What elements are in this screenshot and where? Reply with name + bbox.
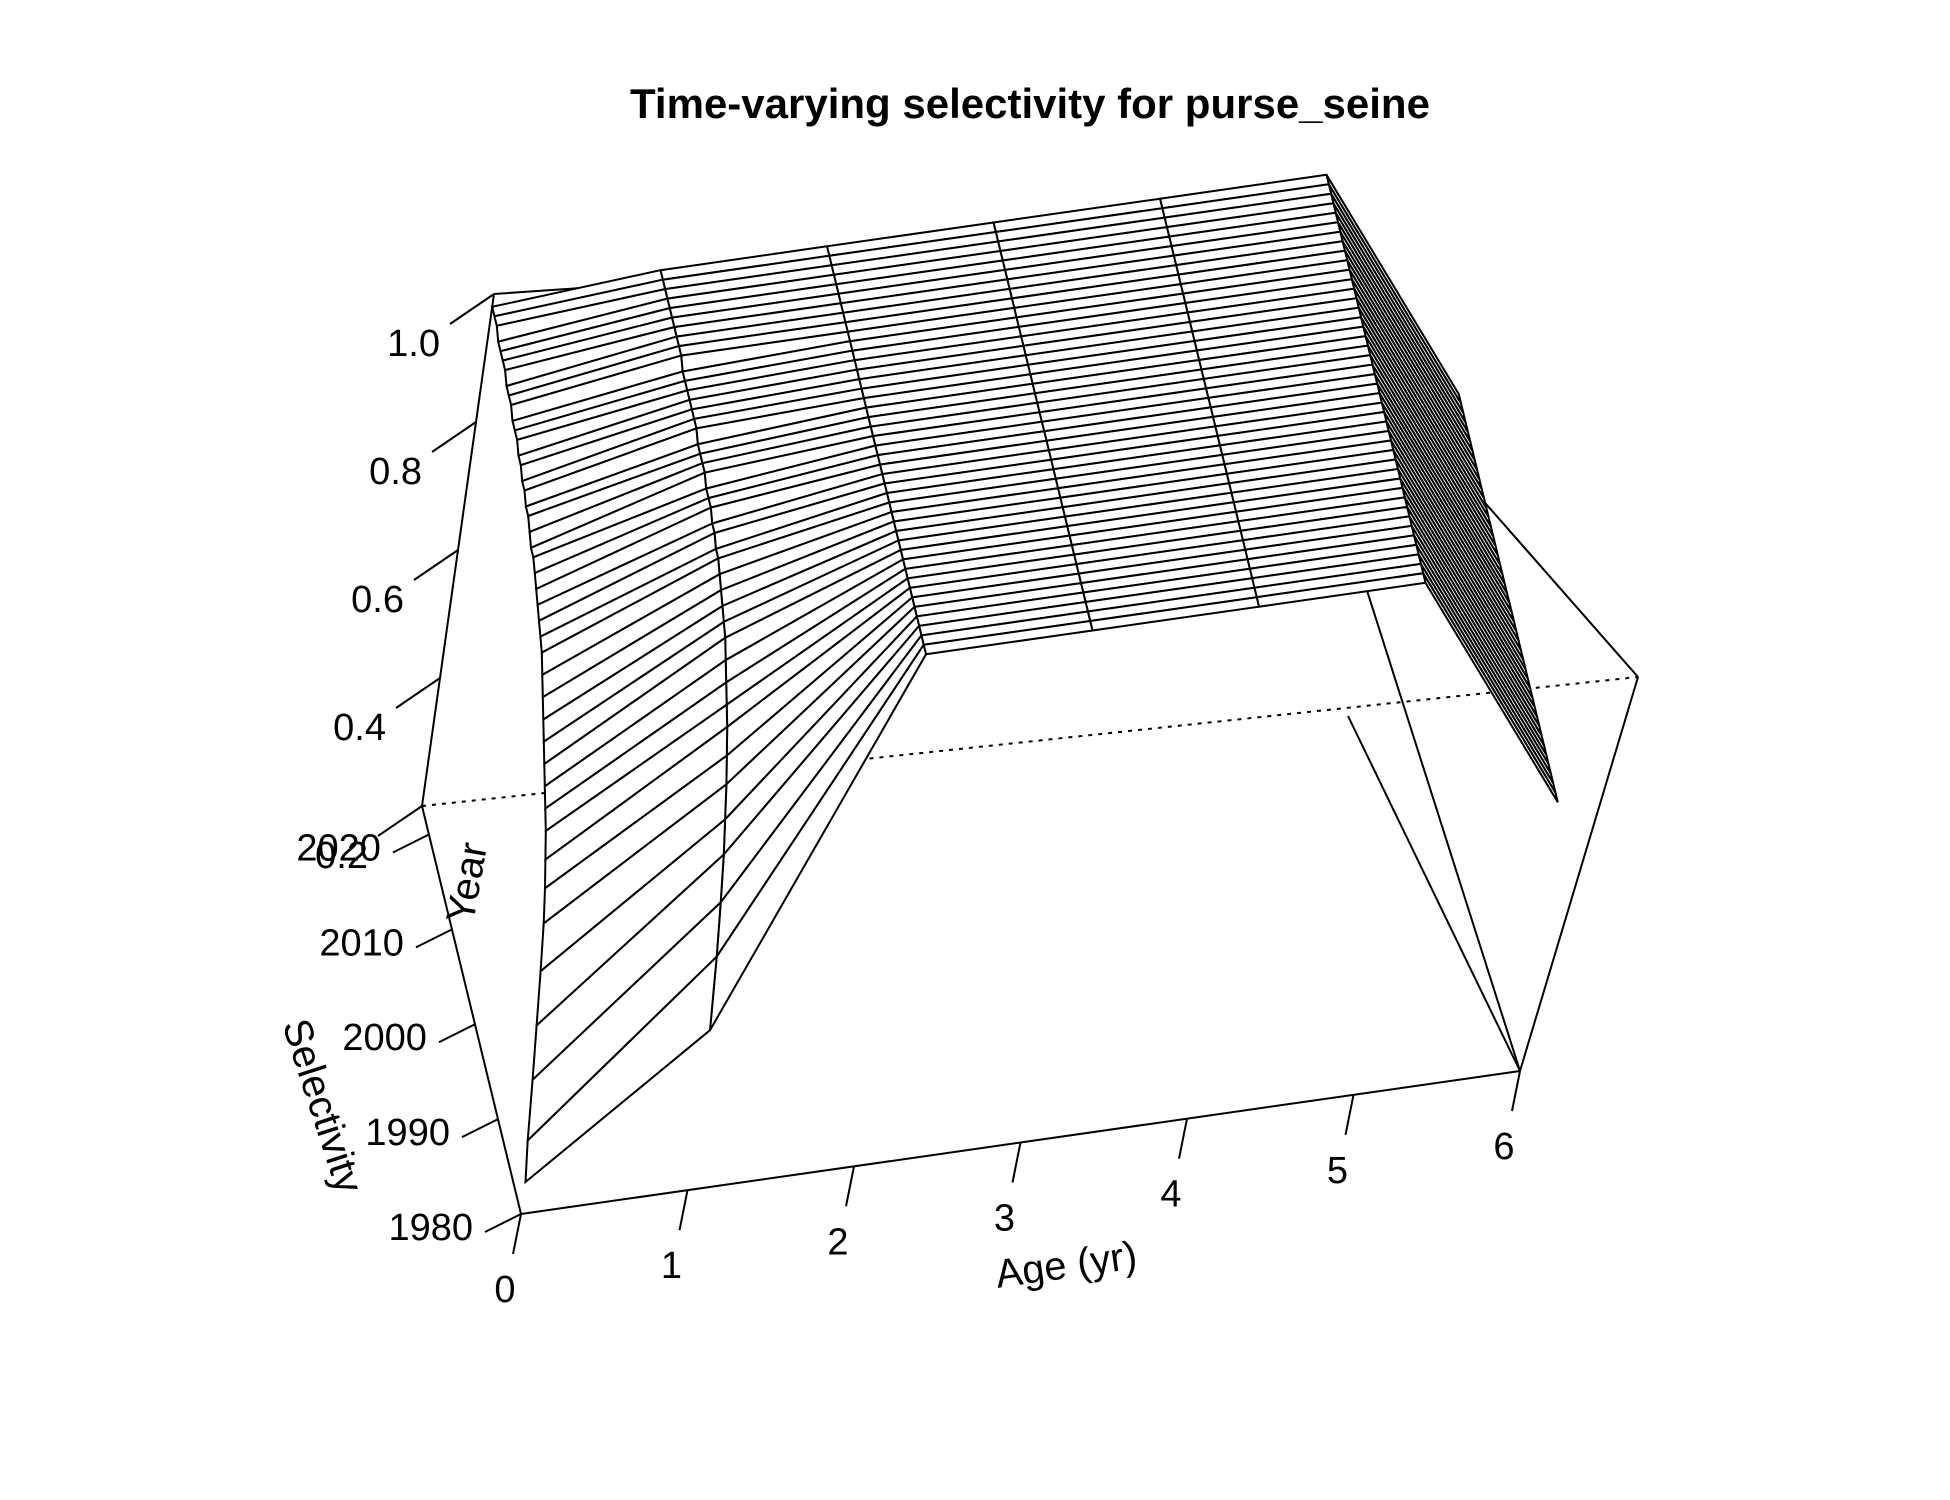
x-tick-label: 2 xyxy=(827,1221,848,1263)
chart-title: Time-varying selectivity for purse_seine xyxy=(630,80,1430,127)
x-tick xyxy=(1344,1094,1355,1136)
y-tick-label: 1990 xyxy=(365,1112,450,1154)
y-tick-label: 2000 xyxy=(342,1017,427,1059)
z-tick-label: 0.4 xyxy=(333,707,386,749)
z-tick xyxy=(431,421,477,453)
box-edge xyxy=(421,805,522,1215)
x-axis-title: Age (yr) xyxy=(993,1233,1140,1296)
x-tick-label: 1 xyxy=(661,1245,682,1287)
x-tick xyxy=(1178,1118,1188,1159)
x-tick-label: 4 xyxy=(1160,1174,1181,1216)
y-tick-label: 2010 xyxy=(319,922,404,964)
x-tick xyxy=(845,1166,855,1207)
z-tick xyxy=(449,293,495,325)
axis-ticks xyxy=(377,293,1521,1255)
z-tick-label: 0.8 xyxy=(369,451,422,493)
x-tick-label: 6 xyxy=(1493,1126,1514,1168)
z-tick xyxy=(395,677,441,709)
y-axis-title: Year xyxy=(439,839,496,926)
y-tick xyxy=(392,833,430,854)
x-tick xyxy=(1011,1142,1022,1183)
x-tick xyxy=(678,1189,689,1231)
selectivity-surface xyxy=(490,173,1559,1185)
z-tick-label: 1.0 xyxy=(387,323,440,365)
x-tick-label: 0 xyxy=(494,1269,515,1311)
x-tick-label: 3 xyxy=(994,1198,1015,1240)
x-tick-label: 5 xyxy=(1327,1150,1348,1192)
z-tick-label: 0.6 xyxy=(351,579,404,621)
z-tick xyxy=(413,549,459,581)
z-tick-label: 0.2 xyxy=(315,835,368,877)
z-tick xyxy=(377,805,423,837)
y-tick xyxy=(461,1118,499,1139)
box-edge xyxy=(1519,676,1639,1072)
x-tick xyxy=(512,1213,522,1255)
y-tick-label: 1980 xyxy=(388,1207,473,1249)
y-tick-label: 2020 xyxy=(296,827,381,869)
surface-facet xyxy=(524,954,718,1185)
y-tick xyxy=(415,928,453,949)
y-tick xyxy=(438,1023,476,1044)
box-edge xyxy=(1347,715,1521,1072)
y-tick xyxy=(484,1213,522,1233)
x-tick xyxy=(1511,1070,1521,1112)
